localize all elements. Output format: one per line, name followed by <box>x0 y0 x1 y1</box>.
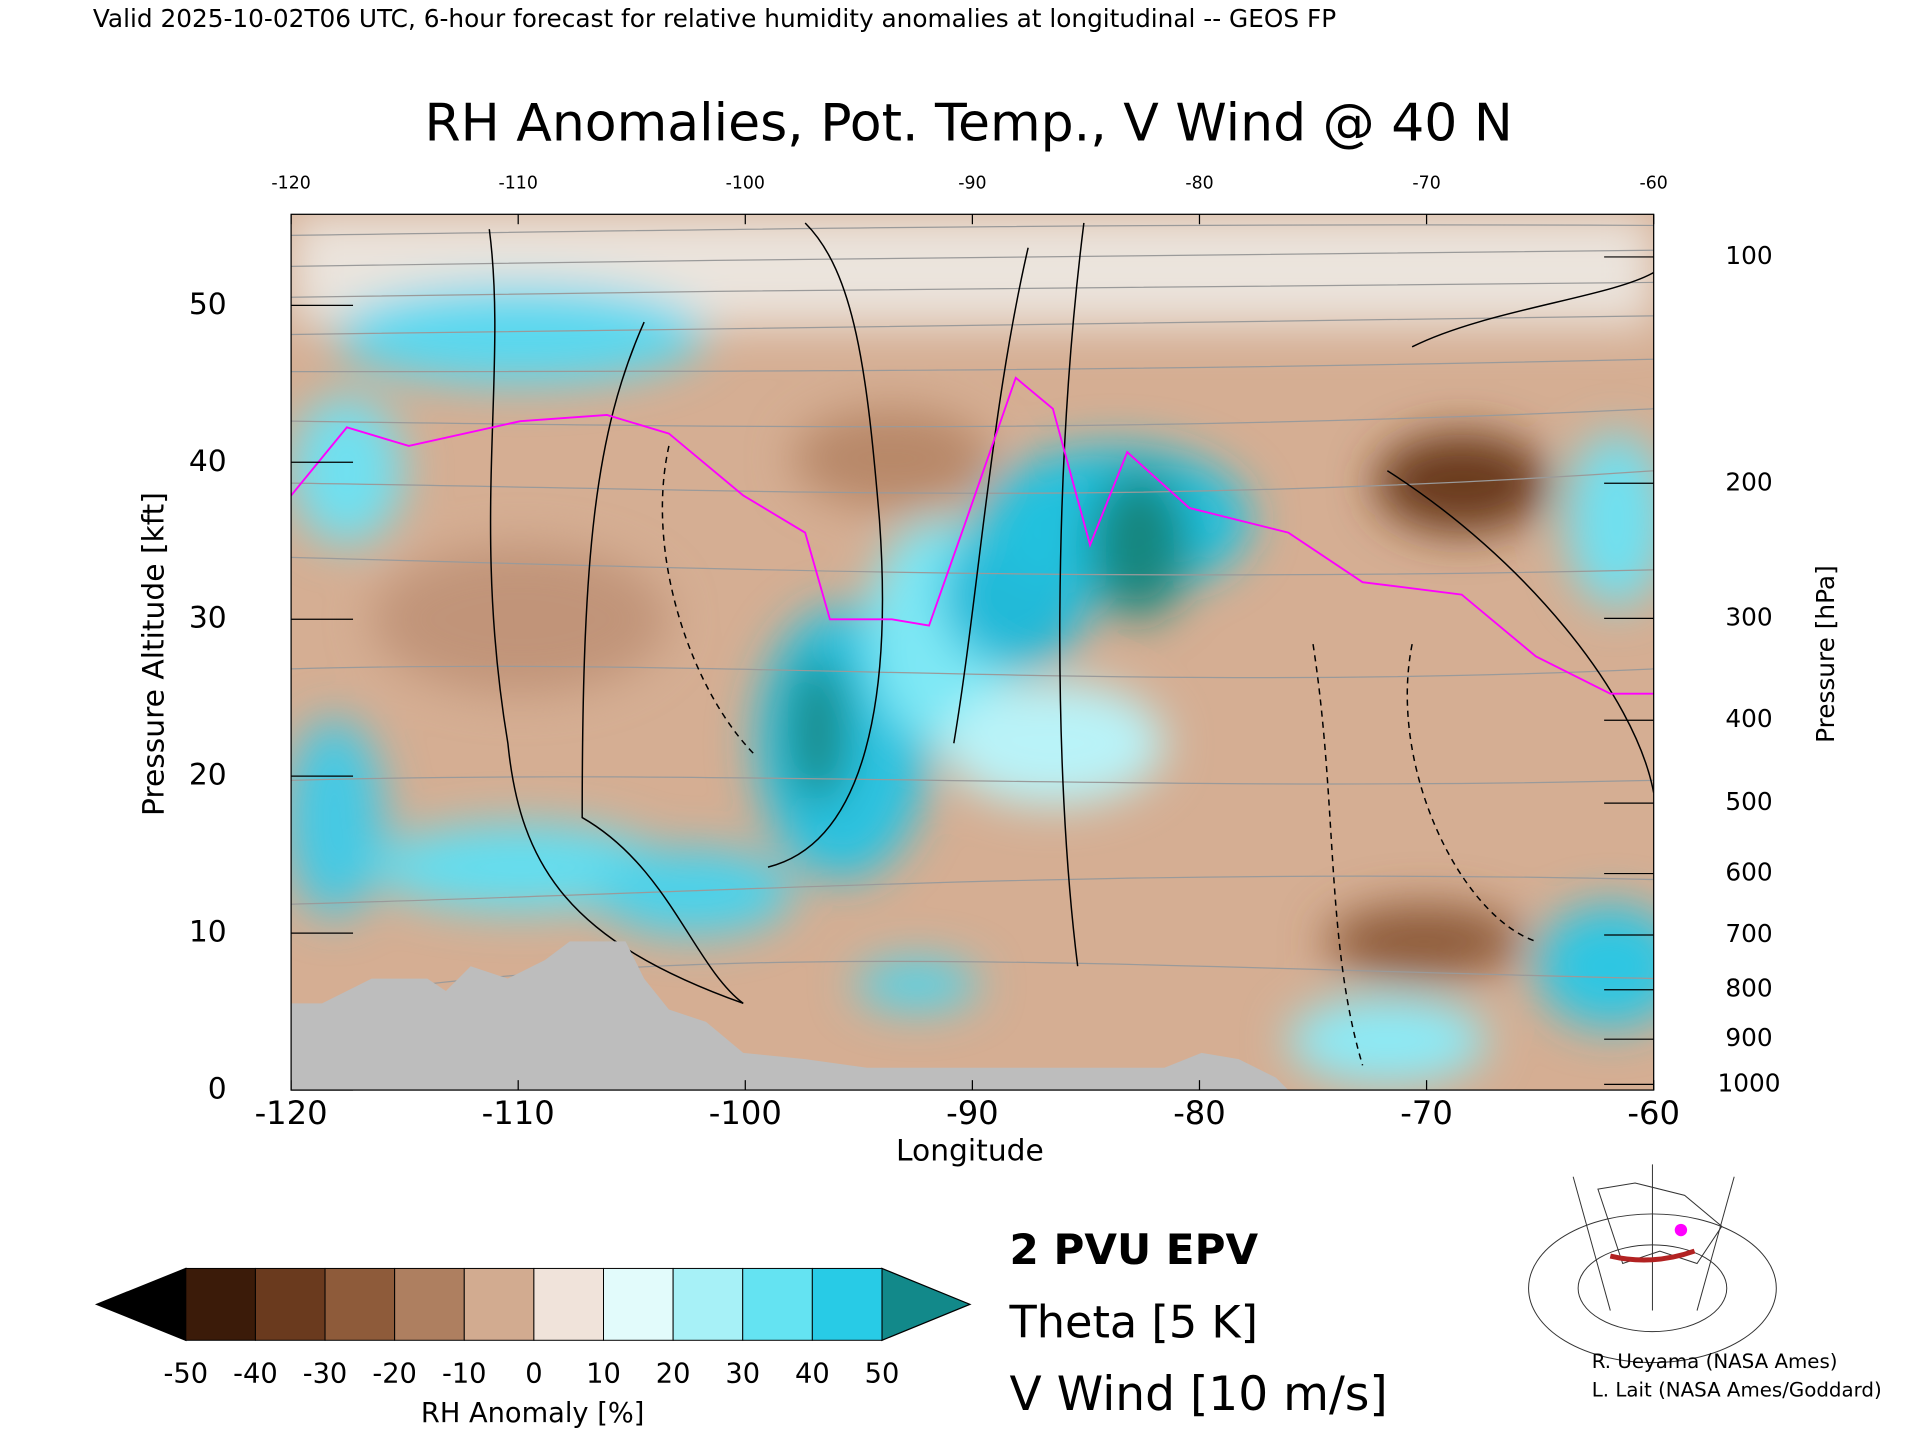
colorbar-tick-label: 50 <box>865 1358 900 1389</box>
y2-tick-label: 500 <box>1725 787 1772 816</box>
colorbar-cell <box>811 1267 883 1341</box>
y-axis-label: Pressure Altitude [kft] <box>136 492 171 816</box>
top-tick-label: -70 <box>1412 173 1440 193</box>
top-tick-label: -100 <box>726 173 765 193</box>
colorbar-cell <box>603 1267 674 1341</box>
top-tick-label: -80 <box>1185 173 1213 193</box>
colorbar-tick-label: 10 <box>586 1358 621 1389</box>
x-axis-label: Longitude <box>896 1134 1044 1169</box>
top-tick-label: -60 <box>1640 173 1668 193</box>
colorbar-cell <box>672 1267 744 1341</box>
chart-title: RH Anomalies, Pot. Temp., V Wind @ 40 N <box>424 93 1512 153</box>
colorbar-tick-label: -40 <box>233 1358 278 1389</box>
y-tick-label: 30 <box>189 601 227 636</box>
y-tick-label: 0 <box>208 1072 227 1107</box>
y2-tick-label: 1000 <box>1718 1068 1781 1097</box>
y-tick-label: 10 <box>189 915 227 950</box>
colorbar-over <box>881 1267 972 1342</box>
legend-entry: V Wind [10 m/s] <box>1010 1367 1388 1422</box>
colorbar-cell <box>533 1267 604 1341</box>
inset-map <box>1528 1161 1777 1364</box>
rh-field <box>291 214 1654 1091</box>
y-tick-label: 50 <box>189 287 227 322</box>
x-tick-label: -70 <box>1400 1094 1453 1132</box>
colorbar-tick-label: -30 <box>303 1358 348 1389</box>
colorbar-tick-label: 20 <box>656 1358 691 1389</box>
colorbar-tick-label: -10 <box>442 1358 487 1389</box>
y2-tick-label: 400 <box>1725 704 1772 733</box>
top-tick-label: -90 <box>958 173 986 193</box>
colorbar-label: RH Anomaly [%] <box>421 1398 644 1429</box>
wind-contours <box>488 222 1654 1066</box>
y2-tick-label: 900 <box>1725 1023 1772 1052</box>
y2-tick-label: 600 <box>1725 858 1772 887</box>
y2-tick-label: 300 <box>1725 602 1772 631</box>
y2-axis-label: Pressure [hPa] <box>1811 565 1840 743</box>
y-tick-label: 20 <box>189 758 227 793</box>
credit: R. Ueyama (NASA Ames) <box>1592 1350 1838 1373</box>
colorbar-tick-label: 40 <box>795 1358 830 1389</box>
colorbar-tick-label: -20 <box>372 1358 417 1389</box>
terrain <box>291 941 1289 1091</box>
colorbar-cell <box>463 1267 535 1341</box>
legend-entry: 2 PVU EPV <box>1010 1225 1259 1274</box>
colorbar-tick-label: 30 <box>725 1358 760 1389</box>
top-tick-label: -120 <box>271 173 310 193</box>
subtitle: Valid 2025-10-02T06 UTC, 6-hour forecast… <box>93 4 1336 33</box>
x-tick-label: -120 <box>255 1094 328 1132</box>
y2-tick-label: 100 <box>1725 241 1772 270</box>
credit: L. Lait (NASA Ames/Goddard) <box>1592 1379 1882 1402</box>
colorbar-cell <box>254 1267 326 1341</box>
x-tick-label: -90 <box>946 1094 999 1132</box>
y2-tick-label: 200 <box>1725 467 1772 496</box>
x-tick-label: -110 <box>482 1094 555 1132</box>
colorbar-cell <box>324 1267 396 1341</box>
y2-tick-label: 800 <box>1725 974 1772 1003</box>
y-tick-label: 40 <box>189 444 227 479</box>
y2-tick-label: 700 <box>1725 919 1772 948</box>
x-tick-label: -100 <box>709 1094 782 1132</box>
colorbar-cell <box>185 1267 256 1341</box>
legend-entry: Theta [5 K] <box>1009 1296 1258 1348</box>
colorbar-cell <box>394 1267 465 1341</box>
x-tick-label: -60 <box>1627 1094 1680 1132</box>
x-tick-label: -80 <box>1173 1094 1226 1132</box>
epv-line <box>291 376 1654 695</box>
colorbar-tick-label: 0 <box>525 1358 542 1389</box>
colorbar-cell <box>742 1267 813 1341</box>
colorbar-tick-label: -50 <box>164 1358 209 1389</box>
top-tick-label: -110 <box>499 173 538 193</box>
colorbar-under <box>94 1267 187 1342</box>
